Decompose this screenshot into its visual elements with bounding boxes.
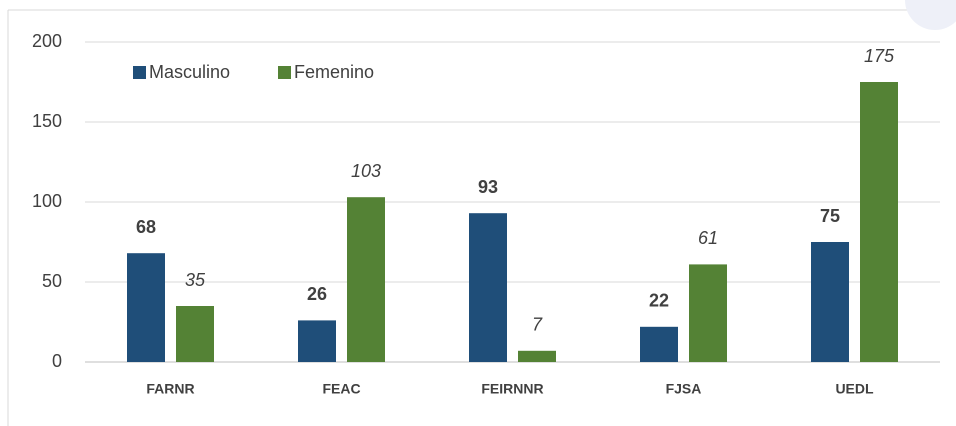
legend-label: Femenino	[294, 62, 374, 82]
data-label: 103	[351, 161, 381, 181]
x-tick-label: FJSA	[666, 381, 702, 397]
data-label: 7	[532, 315, 543, 335]
decoration	[905, 0, 956, 30]
data-label: 93	[478, 177, 498, 197]
bar	[127, 253, 165, 362]
bar	[860, 82, 898, 362]
legend-swatch	[133, 66, 146, 79]
x-tick-label: UEDL	[835, 381, 874, 397]
bar	[176, 306, 214, 362]
data-label: 22	[649, 291, 669, 311]
bar	[469, 213, 507, 362]
data-label: 68	[136, 217, 156, 237]
x-tick-label: FEAC	[322, 381, 360, 397]
bar	[518, 350, 556, 362]
y-tick-label: 100	[32, 191, 62, 211]
bar	[689, 264, 727, 362]
y-tick-label: 50	[42, 271, 62, 291]
x-tick-label: FEIRNNR	[481, 381, 543, 397]
data-label: 75	[820, 206, 840, 226]
bar	[811, 242, 849, 362]
bar	[347, 197, 385, 362]
data-label: 35	[185, 270, 206, 290]
legend-swatch	[278, 66, 291, 79]
y-tick-label: 150	[32, 111, 62, 131]
bar	[640, 326, 678, 362]
y-tick-label: 0	[52, 351, 62, 371]
x-tick-label: FARNR	[146, 381, 194, 397]
data-label: 175	[864, 46, 895, 66]
data-label: 26	[307, 284, 327, 304]
data-label: 61	[698, 228, 718, 248]
bar	[298, 320, 336, 362]
y-tick-label: 200	[32, 31, 62, 51]
legend-label: Masculino	[149, 62, 230, 82]
